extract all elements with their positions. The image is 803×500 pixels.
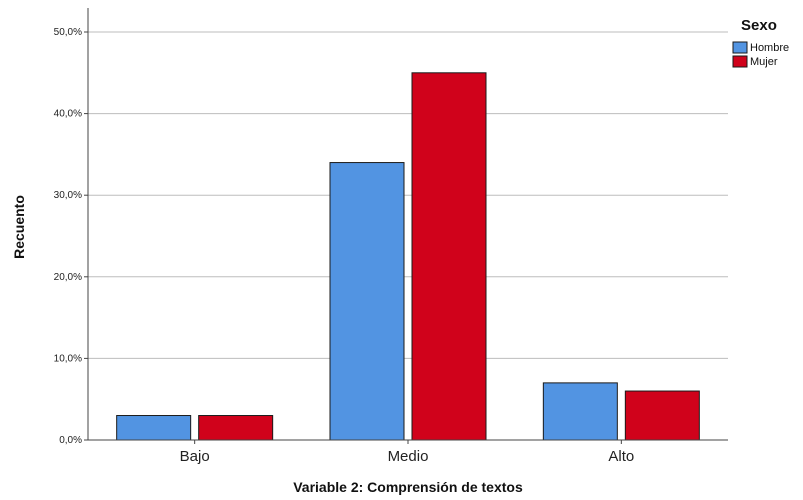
y-tick-label: 50,0% [54, 27, 82, 38]
y-tick-label: 0,0% [59, 435, 82, 446]
legend-items: Hombre Mujer [732, 41, 789, 68]
x-tick-label: Alto [608, 448, 634, 465]
x-axis-categories: Bajo Medio Alto [180, 440, 634, 465]
x-tick-label: Medio [388, 448, 429, 465]
gridlines [88, 31, 728, 359]
legend-swatch-hombre [732, 41, 748, 54]
y-tick-label: 30,0% [54, 190, 82, 201]
y-axis-title: Recuento [11, 195, 27, 259]
bar-hombre-medio [329, 162, 405, 441]
y-tick-label: 10,0% [54, 353, 82, 364]
bar-hombre-bajo [116, 415, 192, 441]
bar-mujer-alto [624, 390, 700, 441]
bar-hombre-alto [542, 382, 618, 441]
bar-mujer-medio [411, 72, 487, 441]
axes [87, 8, 728, 441]
legend: Sexo Hombre Mujer [732, 17, 789, 68]
legend-label-mujer: Mujer [750, 56, 778, 68]
y-tick-label: 20,0% [54, 272, 82, 283]
legend-title: Sexo [741, 17, 777, 34]
bar-mujer-bajo [198, 415, 274, 441]
legend-swatch-mujer [732, 55, 748, 68]
y-tick-label: 40,0% [54, 109, 82, 120]
y-axis-ticks: 0,0% 10,0% 20,0% 30,0% 40,0% 50,0% [54, 27, 88, 446]
x-axis-title: Variable 2: Comprensión de textos [293, 479, 523, 495]
legend-label-hombre: Hombre [750, 42, 789, 54]
x-tick-label: Bajo [180, 448, 210, 465]
bars [116, 72, 700, 441]
